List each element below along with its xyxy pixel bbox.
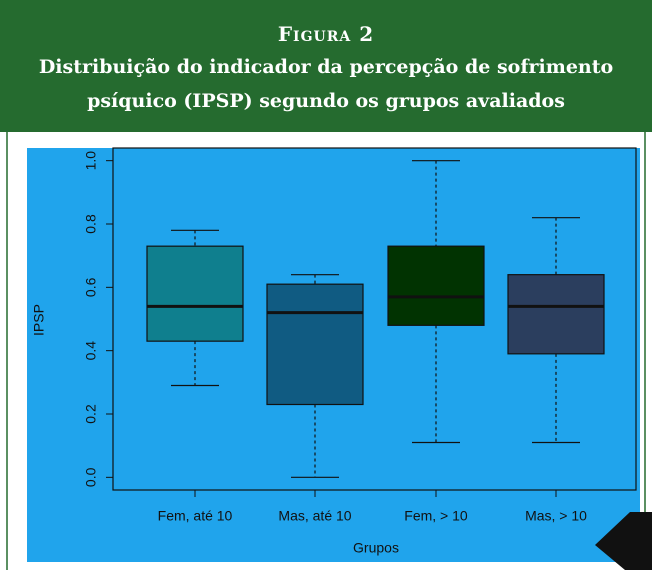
decoration xyxy=(595,512,652,570)
y-tick-label: 0.4 xyxy=(83,341,99,361)
y-tick-label: 1.0 xyxy=(83,151,99,171)
box xyxy=(387,245,485,326)
y-tick-label: 0.8 xyxy=(83,214,99,234)
chart-title: Distribuição do indicador da percepção d… xyxy=(38,56,614,112)
y-tick-label: 0.0 xyxy=(83,467,99,487)
x-tick-label: Mas, até 10 xyxy=(278,508,351,524)
box xyxy=(507,274,605,355)
box xyxy=(146,245,244,342)
x-axis-label: Grupos xyxy=(353,540,399,556)
plot-frame xyxy=(112,147,637,491)
x-tick-label: Mas, > 10 xyxy=(525,508,587,524)
x-tick-label: Fem, até 10 xyxy=(158,508,233,524)
x-tick-label: Fem, > 10 xyxy=(404,508,468,524)
y-tick-label: 0.6 xyxy=(83,277,99,297)
y-tick-label: 0.2 xyxy=(83,404,99,424)
box xyxy=(266,283,364,406)
figure-label: Figura 2 xyxy=(277,22,375,46)
y-axis-label: IPSP xyxy=(31,304,47,336)
figure-header: Figura 2 Distribuição do indicador da pe… xyxy=(0,0,652,132)
